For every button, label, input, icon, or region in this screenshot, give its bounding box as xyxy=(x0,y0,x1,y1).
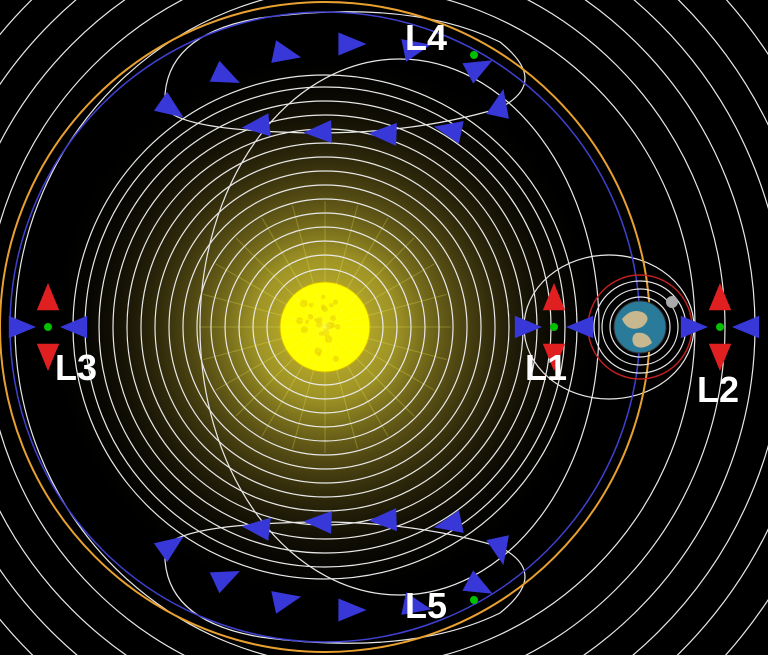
lagrange-label-l3: L3 xyxy=(55,347,97,388)
lagrange-diagram: L1 L2 L3 L4 L5 xyxy=(0,0,768,655)
lagrange-dot-l2 xyxy=(716,323,724,331)
moon xyxy=(666,296,678,308)
earth xyxy=(614,301,666,353)
lagrange-dot-l1 xyxy=(550,323,558,331)
lagrange-dot-l5 xyxy=(470,596,478,604)
sun-speckle xyxy=(333,300,338,305)
lagrange-dot-l4 xyxy=(470,51,478,59)
lagrange-label-l4: L4 xyxy=(405,17,447,58)
lagrange-dot-l3 xyxy=(44,323,52,331)
lagrange-label-l1: L1 xyxy=(525,347,567,388)
lagrange-label-l2: L2 xyxy=(697,369,739,410)
lagrange-label-l5: L5 xyxy=(405,585,447,626)
